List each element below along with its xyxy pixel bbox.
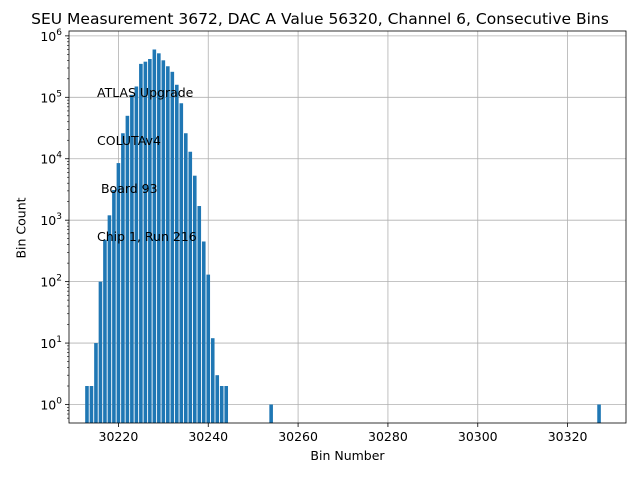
y-axis-label: Bin Count	[13, 197, 29, 259]
bar	[157, 53, 161, 424]
bar	[597, 404, 601, 423]
y-tick-label: 106	[40, 28, 62, 44]
bar	[112, 189, 116, 423]
y-tick-label: 101	[40, 335, 62, 351]
bar	[215, 375, 220, 423]
bar	[94, 343, 98, 423]
annotation-line: ATLAS Upgrade	[97, 85, 194, 100]
bar	[197, 206, 202, 423]
x-tick-label: 30260	[278, 429, 318, 444]
bar	[103, 239, 107, 423]
bar	[121, 133, 125, 423]
bar	[170, 71, 175, 424]
x-axis-label: Bin Number	[310, 448, 385, 463]
bar	[139, 63, 143, 423]
x-tick-label: 30300	[458, 429, 498, 444]
bar	[175, 84, 179, 424]
bar	[188, 151, 193, 424]
chart-annotation: ATLAS Upgrade COLUTAv4 Board 93 Chip 1, …	[97, 53, 197, 277]
bar	[85, 386, 89, 423]
bar	[206, 274, 211, 423]
bar	[148, 59, 152, 423]
x-tick-label: 30320	[548, 429, 588, 444]
annotation-line: Board 93	[97, 181, 158, 196]
y-tick-label: 100	[40, 397, 62, 413]
bar	[269, 404, 273, 423]
bar	[224, 386, 229, 423]
plot-frame	[68, 30, 627, 424]
bar	[210, 338, 215, 423]
bar	[201, 241, 206, 423]
x-tick-label: 30280	[368, 429, 408, 444]
bar	[219, 386, 224, 423]
bar	[134, 86, 139, 423]
bar	[98, 281, 103, 423]
x-tick-label: 30220	[99, 429, 139, 444]
y-tick-label: 103	[40, 212, 62, 228]
annotation-line: COLUTAv4	[97, 133, 161, 148]
bar	[143, 61, 148, 423]
bar	[107, 215, 112, 423]
y-tick-label: 102	[40, 274, 62, 290]
bar	[166, 66, 170, 423]
bar	[152, 49, 157, 424]
bar	[161, 60, 166, 423]
chart-title: SEU Measurement 3672, DAC A Value 56320,…	[31, 10, 609, 28]
bar	[116, 163, 121, 423]
bar	[179, 103, 184, 424]
bar	[183, 133, 188, 423]
annotation-line: Chip 1, Run 216	[97, 229, 197, 244]
bar	[89, 386, 94, 423]
bar	[192, 175, 197, 423]
bar	[130, 94, 134, 423]
x-tick-label: 30240	[188, 429, 228, 444]
bar	[125, 115, 130, 423]
y-tick-label: 105	[40, 89, 62, 105]
y-tick-label: 104	[40, 151, 62, 167]
